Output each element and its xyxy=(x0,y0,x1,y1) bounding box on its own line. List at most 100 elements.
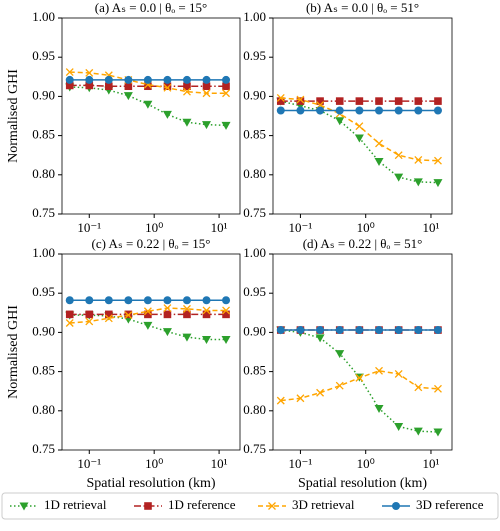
legend-label: 3D reference xyxy=(416,497,484,512)
marker xyxy=(163,304,172,313)
marker xyxy=(143,75,152,84)
y-tick-label: 0.90 xyxy=(32,87,55,102)
marker xyxy=(202,335,212,344)
y-tick-label: 0.85 xyxy=(32,363,55,378)
x-tick-label: 10⁻¹ xyxy=(77,220,101,235)
marker xyxy=(354,134,364,143)
legend-label: 1D reference xyxy=(168,497,236,512)
marker xyxy=(375,366,383,375)
marker xyxy=(221,121,231,130)
series-line xyxy=(280,329,438,433)
marker xyxy=(434,384,442,393)
marker xyxy=(375,106,384,115)
legend-label: 1D retrieval xyxy=(44,497,107,512)
y-tick-label: 0.85 xyxy=(243,363,266,378)
x-tick-label: 10¹ xyxy=(211,220,228,235)
marker xyxy=(182,333,192,342)
marker xyxy=(202,121,212,130)
x-tick-label: 10⁰ xyxy=(145,220,163,235)
marker xyxy=(183,304,191,313)
marker xyxy=(394,326,403,335)
y-tick-label: 0.95 xyxy=(32,284,55,299)
marker xyxy=(163,75,172,84)
y-tick-label: 0.75 xyxy=(32,441,55,456)
panel-title: (c) Aₛ = 0.22 | θₒ = 15° xyxy=(92,236,211,251)
marker xyxy=(392,502,400,510)
marker xyxy=(163,296,172,305)
marker xyxy=(162,328,172,337)
marker xyxy=(202,296,211,305)
y-tick-label: 0.90 xyxy=(243,323,266,338)
marker xyxy=(414,106,423,115)
marker xyxy=(104,75,113,84)
marker xyxy=(105,82,113,91)
marker xyxy=(414,155,423,164)
series-line xyxy=(69,71,227,95)
marker xyxy=(276,97,285,105)
series-line xyxy=(69,314,227,341)
marker xyxy=(123,92,133,101)
marker xyxy=(65,319,74,327)
plot-frame xyxy=(272,253,453,451)
marker xyxy=(276,106,285,115)
marker xyxy=(276,326,285,335)
marker xyxy=(105,310,113,319)
marker xyxy=(315,334,325,343)
x-tick-label: 10⁰ xyxy=(357,456,375,471)
marker xyxy=(222,310,230,319)
marker xyxy=(182,118,192,127)
marker xyxy=(316,106,325,115)
marker xyxy=(202,82,211,91)
marker xyxy=(374,404,384,413)
marker xyxy=(433,179,443,188)
plot-frame xyxy=(61,253,241,451)
marker xyxy=(143,321,153,330)
y-tick-label: 0.80 xyxy=(32,402,55,417)
y-tick-label: 0.80 xyxy=(243,166,266,181)
marker xyxy=(413,427,423,436)
marker xyxy=(221,335,231,344)
marker xyxy=(394,422,404,431)
marker xyxy=(394,97,403,105)
marker xyxy=(222,89,231,98)
marker xyxy=(104,296,113,305)
marker xyxy=(434,97,442,105)
marker xyxy=(394,106,403,115)
marker xyxy=(144,310,152,319)
marker xyxy=(355,97,364,105)
marker xyxy=(85,81,94,90)
x-tick-label: 10⁻¹ xyxy=(289,220,313,235)
marker xyxy=(163,82,172,91)
marker xyxy=(183,310,191,319)
marker xyxy=(335,106,344,115)
x-tick-label: 10¹ xyxy=(211,456,228,471)
marker xyxy=(124,82,133,91)
y-tick-label: 0.75 xyxy=(243,205,266,220)
marker xyxy=(276,396,285,405)
marker xyxy=(65,310,74,319)
marker xyxy=(433,428,443,437)
y-axis-label: Normalised GHI xyxy=(6,69,21,163)
marker xyxy=(335,97,344,105)
x-tick-label: 10⁻¹ xyxy=(289,456,313,471)
y-tick-label: 0.95 xyxy=(32,48,55,63)
y-tick-label: 1.00 xyxy=(243,245,266,260)
marker xyxy=(296,97,305,105)
marker xyxy=(414,383,423,392)
y-tick-label: 0.85 xyxy=(243,127,266,142)
marker xyxy=(85,317,94,326)
marker xyxy=(202,310,211,319)
marker xyxy=(296,106,305,115)
y-tick-label: 0.75 xyxy=(32,205,55,220)
marker xyxy=(355,122,364,131)
legend-label: 3D retrieval xyxy=(292,497,355,512)
marker xyxy=(182,75,191,84)
plot-frame xyxy=(272,17,453,215)
y-tick-label: 0.90 xyxy=(32,323,55,338)
y-tick-label: 1.00 xyxy=(32,9,55,24)
marker xyxy=(222,75,231,84)
marker xyxy=(163,83,172,92)
x-tick-label: 10¹ xyxy=(423,456,440,471)
marker xyxy=(414,326,423,335)
marker xyxy=(85,310,94,319)
